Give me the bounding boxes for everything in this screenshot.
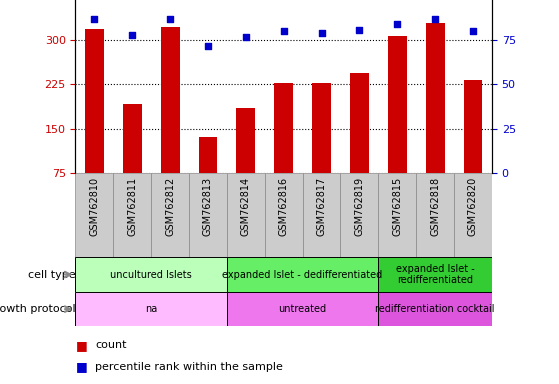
Point <box>430 16 439 22</box>
Text: GSM762820: GSM762820 <box>468 177 478 236</box>
Bar <box>85 28 104 217</box>
Bar <box>75 292 227 326</box>
Text: uncultured Islets: uncultured Islets <box>110 270 192 280</box>
Text: growth protocol: growth protocol <box>0 304 75 314</box>
Bar <box>463 80 482 217</box>
Text: expanded Islet - dedifferentiated: expanded Islet - dedifferentiated <box>222 270 383 280</box>
Text: ■: ■ <box>75 339 87 352</box>
Bar <box>274 83 293 217</box>
Point <box>90 16 99 22</box>
Text: GSM762816: GSM762816 <box>279 177 288 236</box>
Text: count: count <box>95 340 126 350</box>
Bar <box>425 23 444 217</box>
Bar <box>198 137 217 217</box>
Text: GSM762814: GSM762814 <box>241 177 251 236</box>
Bar <box>378 257 492 292</box>
Text: redifferentiation cocktail: redifferentiation cocktail <box>376 304 495 314</box>
Bar <box>265 173 302 257</box>
Bar <box>388 36 407 217</box>
Bar <box>113 173 151 257</box>
Text: percentile rank within the sample: percentile rank within the sample <box>95 362 283 372</box>
Bar <box>378 173 416 257</box>
Text: GSM762813: GSM762813 <box>203 177 213 236</box>
Text: GSM762811: GSM762811 <box>127 177 138 236</box>
Text: GSM762817: GSM762817 <box>316 177 326 236</box>
Bar <box>416 173 454 257</box>
Point <box>317 30 326 36</box>
Bar <box>160 27 179 217</box>
Bar <box>227 292 378 326</box>
Bar <box>227 257 378 292</box>
Bar <box>151 173 189 257</box>
Point <box>128 32 137 38</box>
Text: GSM762812: GSM762812 <box>165 177 175 236</box>
Text: GSM762818: GSM762818 <box>430 177 440 236</box>
Bar <box>302 173 340 257</box>
Bar <box>350 73 369 217</box>
Bar <box>75 257 227 292</box>
Text: GSM762815: GSM762815 <box>392 177 402 236</box>
Text: untreated: untreated <box>278 304 326 314</box>
Bar <box>189 173 227 257</box>
Point <box>355 26 364 33</box>
Text: ■: ■ <box>75 360 87 373</box>
Bar <box>454 173 492 257</box>
Bar <box>123 104 142 217</box>
Point <box>165 16 174 22</box>
Point <box>468 28 477 35</box>
Text: GSM762819: GSM762819 <box>354 177 364 236</box>
Text: expanded Islet -
redifferentiated: expanded Islet - redifferentiated <box>396 264 475 285</box>
Bar <box>227 173 265 257</box>
Point <box>280 28 288 35</box>
Point <box>241 34 250 40</box>
Point <box>203 43 212 49</box>
Bar <box>312 83 331 217</box>
Text: GSM762810: GSM762810 <box>89 177 100 236</box>
Bar <box>340 173 378 257</box>
Point <box>393 22 402 28</box>
Text: na: na <box>145 304 157 314</box>
Bar <box>75 173 113 257</box>
Bar <box>236 108 255 217</box>
Text: cell type: cell type <box>28 270 75 280</box>
Bar <box>378 292 492 326</box>
